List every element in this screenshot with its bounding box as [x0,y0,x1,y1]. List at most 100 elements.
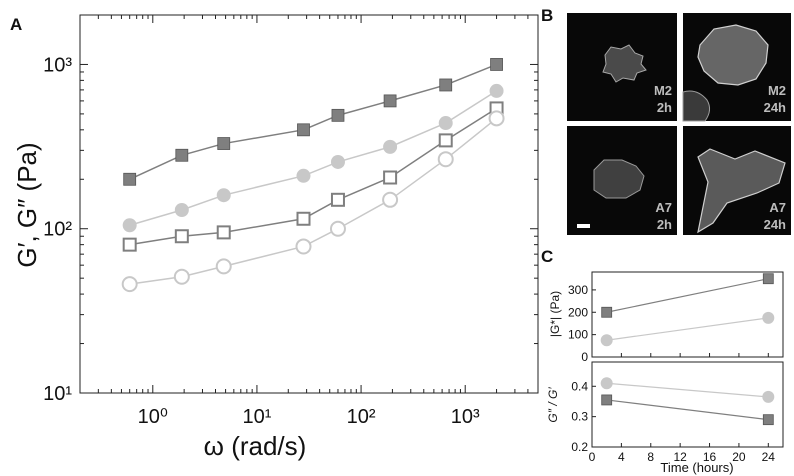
panel-c-x-tick-label: 16 [703,450,717,464]
panel-c-y-tick-label: 200 [568,305,588,319]
panel-c-series-line-1 [606,382,769,398]
panel-a-point [296,168,311,183]
panel-c-series-line-2 [606,317,769,341]
panel-c-point [762,390,775,403]
panel-a-point [174,229,189,244]
panel-c-bottom-series [600,377,775,426]
panel-a-point [382,191,399,208]
micrograph-label-line-3: A7 [655,200,672,215]
panel-a-x-axis-label: ω (rad/s) [204,431,307,461]
cell-a7-24h [697,148,786,234]
panel-a-y-tick-label: 10¹ [43,383,72,405]
panel-c-x-axis-label: Time (hours) [660,460,733,475]
panel-c-y-tick-label: 0.2 [571,440,588,454]
panel-a-point [490,58,503,71]
panel-letter-c: C [541,247,553,266]
cell-a7-2h [593,159,645,199]
panel-a-x-tick-label: 10³ [451,406,480,428]
panel-a-point [296,211,311,226]
cell-m2-24h [697,24,769,86]
panel-c-x-tick-label: 8 [647,450,654,464]
panel-a-point [383,94,397,108]
panel-c-x-tick-label: 24 [762,450,776,464]
panel-a-point [297,123,310,137]
panel-c-point [601,394,613,406]
panel-a-chart: 10⁰ 10¹ 10² 10³ 10¹ 10² 10³ ω (rad/s) G′, G″ (… [12,14,539,461]
panel-a-frame [79,14,539,394]
panel-c-x-tick-label: 20 [732,450,746,464]
panel-a-point [121,276,138,293]
panel-a-series [121,58,505,293]
micrograph-label-time-4: 24h [764,217,786,232]
panel-a-point [488,110,505,127]
panel-c-point [762,414,774,426]
panel-a-x-tick-label: 10⁰ [138,406,168,428]
panel-c-y-tick-label: 300 [568,283,588,297]
panel-a-point [215,258,232,275]
panel-a-point [437,151,454,168]
panel-a-point [330,192,345,207]
panel-c-x-tick-label: 4 [618,450,625,464]
panel-a-tick-labels: 10⁰ 10¹ 10² 10³ 10¹ 10² 10³ [43,54,480,428]
panel-a-point [122,218,137,233]
panel-c-point [601,306,613,318]
panel-a-point [295,238,312,255]
micrograph-label-time-2: 24h [764,100,786,115]
micrograph-label-time-3: 2h [657,217,672,232]
panel-a-point [329,220,346,237]
panel-a-point [438,116,453,131]
panel-a-point [330,154,345,169]
panel-c-bottom-frame [591,361,784,448]
micrograph-label-line-1: M2 [654,83,672,98]
panel-a-point [489,83,504,98]
micrograph-label-line-2: M2 [768,83,786,98]
panel-c-series-line-1 [606,278,769,313]
panel-a-y-tick-label: 10³ [43,54,72,76]
panel-a-point [331,108,345,122]
panel-a-point [173,268,190,285]
panel-c-chart: 0 100 200 300 0.2 0.3 0.4 0 4 8 12 16 20 24 |G*| (Pa… [546,271,784,475]
panel-a-point [175,148,189,162]
panel-a-point [383,139,398,154]
panel-a-point [122,237,137,252]
panel-c-top-series [600,273,775,347]
panel-c-bottom-ticks: 0.2 0.3 0.4 0 4 8 12 16 20 24 [571,379,775,464]
panel-a-point [383,170,398,185]
micrograph-label-line-4: A7 [769,200,786,215]
panel-a-series-line-3 [129,107,497,246]
panel-a-point [216,225,231,240]
panel-a-ticks [79,14,539,394]
panel-c-point [600,377,613,390]
panel-c-y-tick-label: 0.3 [571,410,588,424]
panel-a-point [438,133,453,148]
cell-m2-24h-partial [682,90,711,122]
panel-c-point [600,334,613,347]
panel-a-point [216,188,231,203]
panel-c-top-ticks: 0 100 200 300 [568,283,769,364]
panel-b-micrographs: M2 2h M2 24h A7 2h A7 24h [567,13,791,235]
panel-c-top-y-axis-label: |G*| (Pa) [548,291,562,337]
panel-a-x-tick-label: 10² [347,406,376,428]
panel-a-point [217,137,231,150]
panel-a-y-tick-label: 10² [43,219,72,241]
scale-bar [577,224,590,228]
panel-a-series-line-1 [129,63,497,180]
cell-m2-2h [602,44,647,83]
panel-letter-b: B [541,6,553,25]
panel-a-y-axis-label: G′, G″ (Pa) [12,142,42,267]
panel-c-bottom-y-axis-label: G″ / G′ [546,387,560,423]
panel-a-point [174,203,189,218]
panel-c-y-tick-label: 100 [568,328,588,342]
micrograph-label-time-1: 2h [657,100,672,115]
panel-c-point [762,311,775,324]
panel-c-y-tick-label: 0.4 [571,379,588,393]
panel-a-point [439,78,453,92]
panel-a-series-line-2 [129,90,497,226]
panel-c-x-tick-label: 0 [589,450,596,464]
panel-c-point [762,273,774,285]
panel-c-series-line-2 [606,399,769,421]
panel-c-top-frame [591,271,784,358]
panel-a-x-tick-label: 10¹ [242,406,271,428]
panel-letter-a: A [10,15,22,34]
